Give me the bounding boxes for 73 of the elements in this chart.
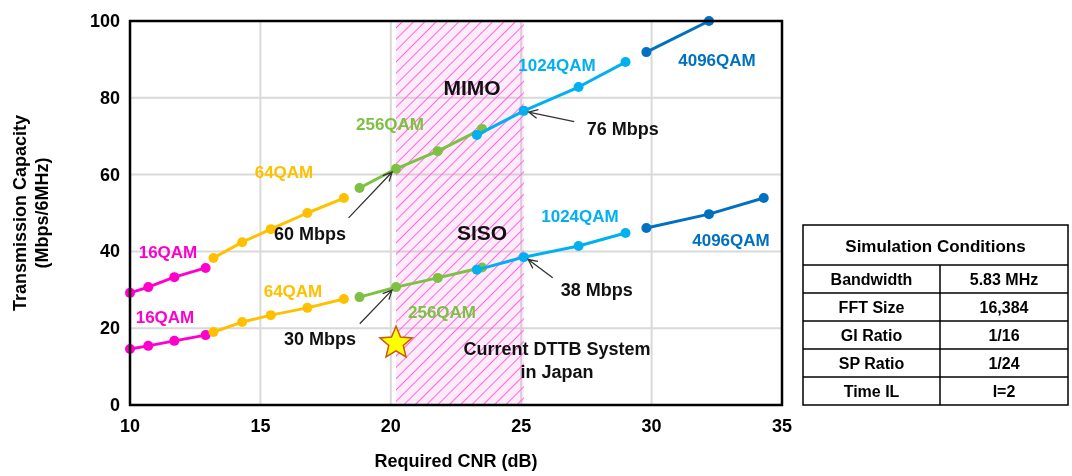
point: [169, 335, 180, 346]
point: [703, 209, 714, 220]
point: [169, 272, 180, 283]
y-tick-label: 20: [99, 318, 120, 339]
point: [208, 252, 219, 263]
point: [208, 327, 219, 338]
x-axis-title: Required CNR (dB): [374, 451, 538, 471]
point: [518, 105, 529, 116]
point: [237, 237, 248, 248]
point: [200, 330, 211, 341]
text: 1/16: [988, 327, 1020, 344]
y-axis-title: Transmission Capacity (Mbps/6MHz): [10, 114, 52, 312]
category-label: Time IL: [843, 383, 900, 400]
category-label: GI Ratio: [840, 327, 903, 344]
point: [302, 208, 313, 218]
series-label: 16QAM: [138, 243, 198, 262]
text: 1/24: [988, 355, 1020, 372]
series-label: 64QAM: [263, 282, 323, 301]
y-tick-label: 60: [99, 164, 120, 185]
point: [338, 193, 349, 204]
point: [573, 82, 584, 93]
series-label: 4096QAM: [678, 51, 756, 70]
point: [620, 57, 631, 68]
annotation: 30 Mbps: [284, 329, 357, 350]
point: [391, 282, 402, 293]
series-label: 64QAM: [254, 163, 314, 182]
point: [379, 325, 413, 358]
point: [641, 47, 652, 58]
annotation: 76 Mbps: [586, 118, 659, 139]
x-tick-label: 35: [771, 416, 793, 436]
y-tick-label: 80: [99, 87, 120, 108]
y-tick-label: 40: [99, 241, 120, 262]
text: 5.83 MHz: [969, 271, 1039, 288]
category-label: Bandwidth: [830, 271, 913, 288]
x-tick-label: 30: [641, 416, 662, 436]
y-tick-label: 0: [109, 395, 120, 415]
y-tick-label: 100: [89, 11, 120, 31]
point: [143, 340, 154, 351]
point: [338, 294, 349, 305]
point: [471, 264, 482, 275]
point: [432, 272, 443, 283]
point: [200, 262, 211, 273]
point: [573, 241, 584, 252]
annotation: MIMO: [443, 75, 501, 99]
point: [391, 163, 402, 174]
point: [302, 302, 313, 313]
annotation: 60 Mbps: [274, 223, 347, 244]
point: [432, 146, 443, 157]
series-label: 1024QAM: [518, 56, 596, 75]
x-tick-label: 15: [250, 416, 271, 436]
x-tick-label: 10: [119, 416, 141, 436]
series-label: 1024QAM: [541, 207, 619, 226]
series-label: 16QAM: [135, 308, 195, 327]
annotation: SISO: [456, 220, 508, 244]
x-tick-label: 25: [511, 416, 532, 436]
point: [265, 310, 276, 321]
point: [641, 222, 652, 233]
point: [471, 130, 482, 141]
point: [354, 292, 365, 303]
annotation: 38 Mbps: [560, 280, 633, 301]
point: [354, 183, 365, 194]
text: Simulation Conditions: [845, 237, 1026, 256]
series-label: 4096QAM: [692, 231, 770, 250]
point: [758, 193, 769, 204]
category-label: SP Ratio: [838, 355, 905, 372]
point: [518, 252, 529, 263]
x-tick-label: 20: [380, 416, 401, 436]
text: I=2: [992, 383, 1016, 400]
point: [237, 317, 248, 328]
category-label: FFT Size: [838, 299, 905, 316]
text: 16,384: [979, 299, 1029, 316]
point: [143, 282, 154, 293]
point: [620, 227, 631, 238]
